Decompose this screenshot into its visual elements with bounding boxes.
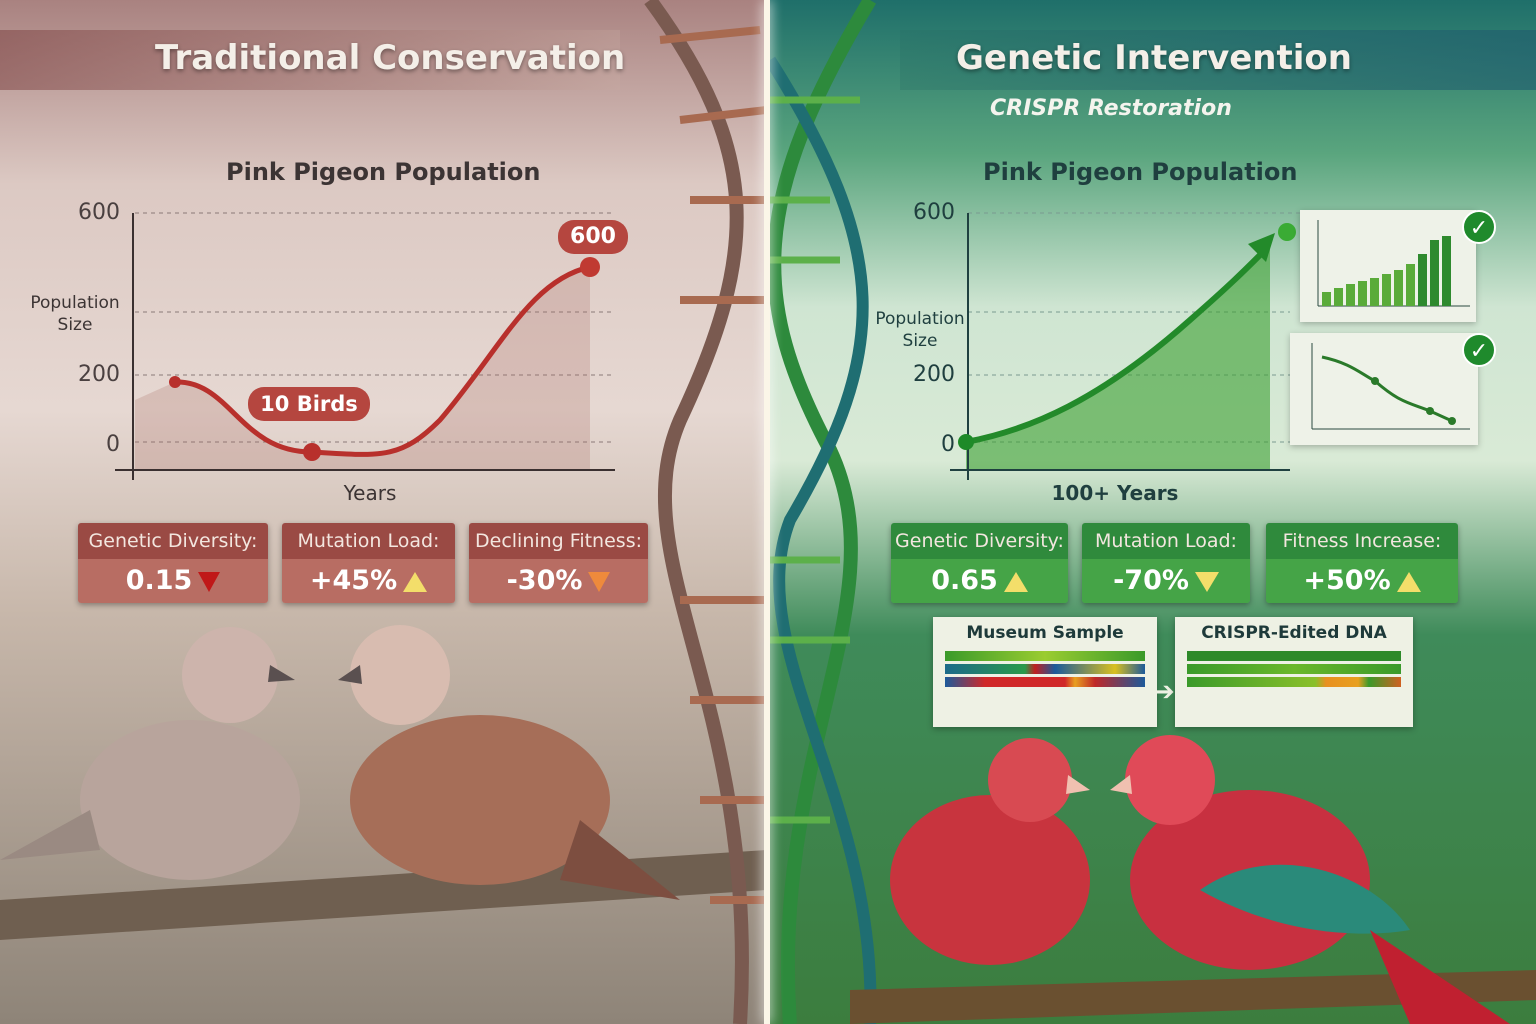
genetic-intervention-panel: Genetic Intervention CRISPR Restoration … bbox=[770, 0, 1536, 1024]
broken-dna-helix-illustration bbox=[644, 0, 766, 1024]
check-icon: ✓ bbox=[1462, 333, 1496, 367]
museum-sample-card: Museum Sample bbox=[933, 617, 1157, 727]
metric-value: +45% bbox=[309, 565, 398, 596]
start-point bbox=[169, 376, 181, 388]
metric-label: Mutation Load: bbox=[1082, 523, 1250, 559]
y-tick: 600 bbox=[78, 200, 120, 225]
arrow-up-icon bbox=[1003, 571, 1028, 592]
red-pigeons-illustration bbox=[850, 735, 1536, 1024]
x-axis-label: Years bbox=[343, 481, 397, 505]
museum-sample-title: Museum Sample bbox=[966, 623, 1124, 643]
area-fill bbox=[135, 267, 590, 470]
population-line bbox=[965, 252, 1263, 445]
metric-value: +50% bbox=[1303, 565, 1391, 596]
metric-label: Genetic Diversity: bbox=[891, 523, 1068, 559]
metric-genetic-diversity: Genetic Diversity: 0.65 bbox=[891, 523, 1068, 603]
title-band bbox=[0, 30, 620, 90]
left-chart-title: Pink Pigeon Population bbox=[226, 158, 541, 186]
right-chart-title: Pink Pigeon Population bbox=[983, 158, 1298, 186]
y-axis-label: Population Size bbox=[875, 309, 965, 351]
metric-label: Declining Fitness: bbox=[469, 523, 648, 559]
arrow-up-icon bbox=[403, 571, 428, 592]
end-point bbox=[1278, 223, 1296, 241]
metric-value: -30% bbox=[506, 565, 583, 596]
y-axis-label: Population Size bbox=[30, 293, 120, 335]
y-tick: 200 bbox=[78, 362, 120, 387]
pale-pigeons-illustration bbox=[0, 625, 766, 940]
right-subtitle: CRISPR Restoration bbox=[990, 96, 1232, 121]
traditional-conservation-panel: Traditional Conservation Pink Pigeon Pop… bbox=[0, 0, 766, 1024]
population-line bbox=[174, 264, 591, 457]
arrow-down-icon bbox=[588, 571, 611, 592]
crispr-edited-title: CRISPR-Edited DNA bbox=[1201, 623, 1387, 643]
arrow-down-icon bbox=[1194, 571, 1219, 592]
metric-value: -70% bbox=[1113, 565, 1189, 596]
mini-bar-chart bbox=[1300, 210, 1476, 322]
check-icon: ✓ bbox=[1462, 210, 1496, 244]
low-point bbox=[303, 443, 321, 461]
title-band bbox=[900, 30, 1536, 90]
low-annotation: 10 Birds bbox=[248, 387, 370, 421]
crispr-edited-card: CRISPR-Edited DNA bbox=[1175, 617, 1413, 727]
metric-label: Genetic Diversity: bbox=[78, 523, 268, 559]
right-title: Genetic Intervention bbox=[956, 38, 1352, 78]
arrow-up-icon bbox=[1396, 571, 1421, 592]
metric-declining-fitness: Declining Fitness: -30% bbox=[469, 523, 648, 603]
arrow-head bbox=[1248, 233, 1275, 262]
metric-mutation-load: Mutation Load: -70% bbox=[1082, 523, 1250, 603]
y-tick: 0 bbox=[106, 432, 120, 457]
dna-helix-illustration bbox=[770, 0, 877, 1024]
metric-value: 0.65 bbox=[931, 565, 998, 596]
y-tick: 600 bbox=[913, 200, 955, 225]
metric-value: 0.15 bbox=[125, 565, 193, 596]
left-title: Traditional Conservation bbox=[155, 38, 626, 78]
area-fill bbox=[966, 245, 1270, 470]
panel-divider bbox=[764, 0, 770, 1024]
start-point bbox=[958, 434, 974, 450]
metric-label: Fitness Increase: bbox=[1266, 523, 1458, 559]
arrow-right-icon: ➔ bbox=[1153, 677, 1175, 707]
high-annotation: 600 bbox=[558, 220, 628, 254]
y-tick: 200 bbox=[913, 362, 955, 387]
metric-fitness-increase: Fitness Increase: +50% bbox=[1266, 523, 1458, 603]
arrow-down-icon bbox=[198, 571, 221, 592]
y-tick: 0 bbox=[941, 432, 955, 457]
high-point bbox=[580, 257, 600, 277]
metric-mutation-load: Mutation Load: +45% bbox=[282, 523, 455, 603]
metric-genetic-diversity: Genetic Diversity: 0.15 bbox=[78, 523, 268, 603]
metric-label: Mutation Load: bbox=[282, 523, 455, 559]
mini-line-chart bbox=[1290, 333, 1478, 445]
x-axis-label: 100+ Years bbox=[1051, 481, 1179, 505]
left-population-chart bbox=[115, 212, 615, 480]
